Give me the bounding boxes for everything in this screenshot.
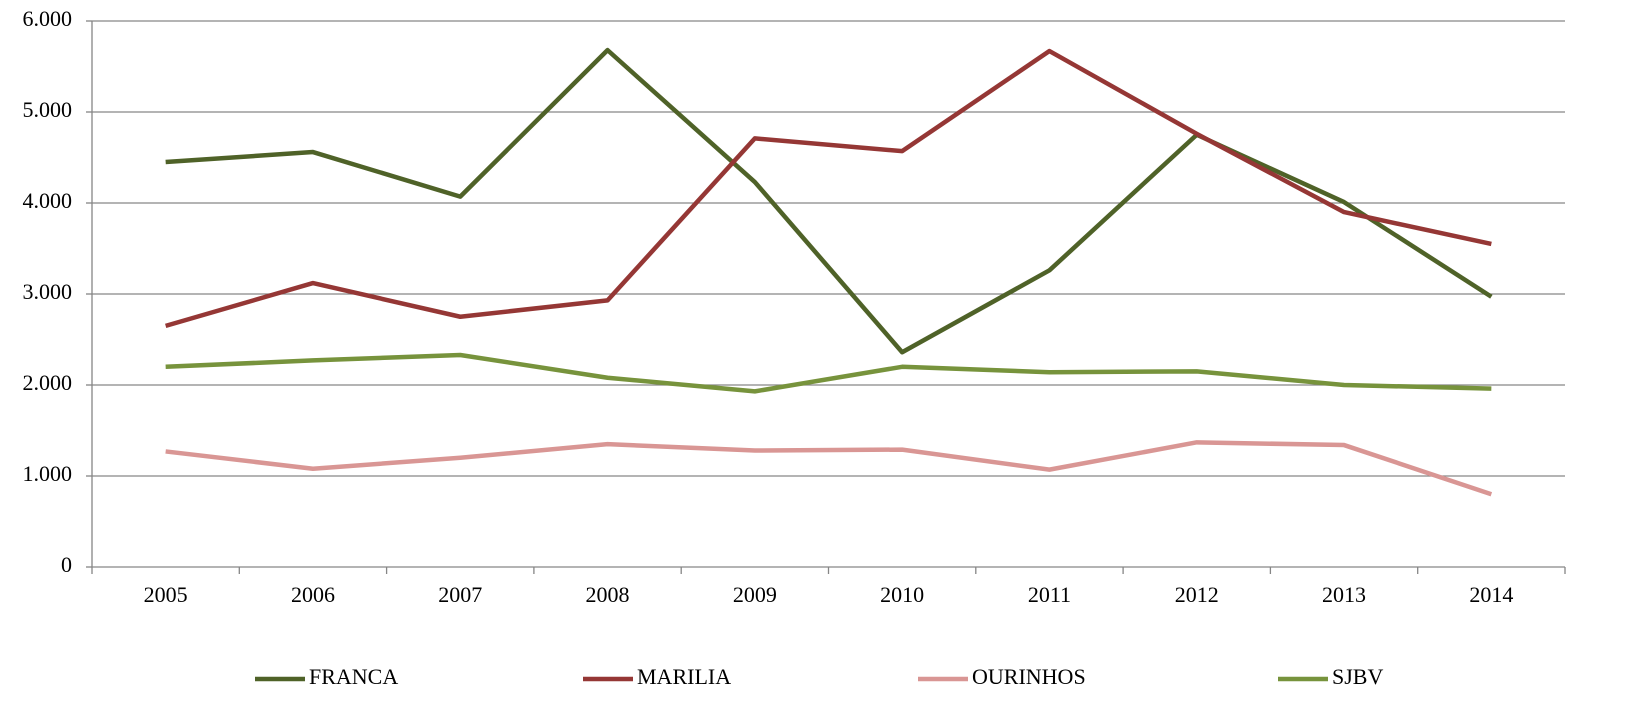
- x-tick-label: 2013: [1322, 582, 1366, 607]
- y-tick-label: 2.000: [23, 370, 73, 395]
- x-tick-label: 2008: [586, 582, 630, 607]
- x-tick-label: 2010: [880, 582, 924, 607]
- line-series: [165, 48, 1492, 329]
- line-series: [165, 352, 1492, 394]
- y-tick-label: 3.000: [23, 279, 73, 304]
- y-tick-label: 4.000: [23, 188, 73, 213]
- legend-label: FRANCA: [309, 664, 398, 689]
- line-series: [165, 440, 1493, 497]
- x-tick-label: 2005: [144, 582, 188, 607]
- line-series: [165, 47, 1493, 355]
- x-tick-label: 2007: [438, 582, 482, 607]
- x-tick-label: 2014: [1469, 582, 1513, 607]
- legend-label: MARILIA: [637, 664, 731, 689]
- y-tick-label: 1.000: [23, 461, 73, 486]
- y-tick-label: 0: [61, 552, 72, 577]
- x-tick-label: 2011: [1028, 582, 1071, 607]
- legend-label: SJBV: [1332, 664, 1383, 689]
- x-tick-label: 2006: [291, 582, 335, 607]
- x-tick-label: 2009: [733, 582, 777, 607]
- legend-label: OURINHOS: [972, 664, 1086, 689]
- y-tick-label: 5.000: [23, 97, 73, 122]
- x-tick-label: 2012: [1175, 582, 1219, 607]
- y-tick-label: 6.000: [23, 6, 73, 31]
